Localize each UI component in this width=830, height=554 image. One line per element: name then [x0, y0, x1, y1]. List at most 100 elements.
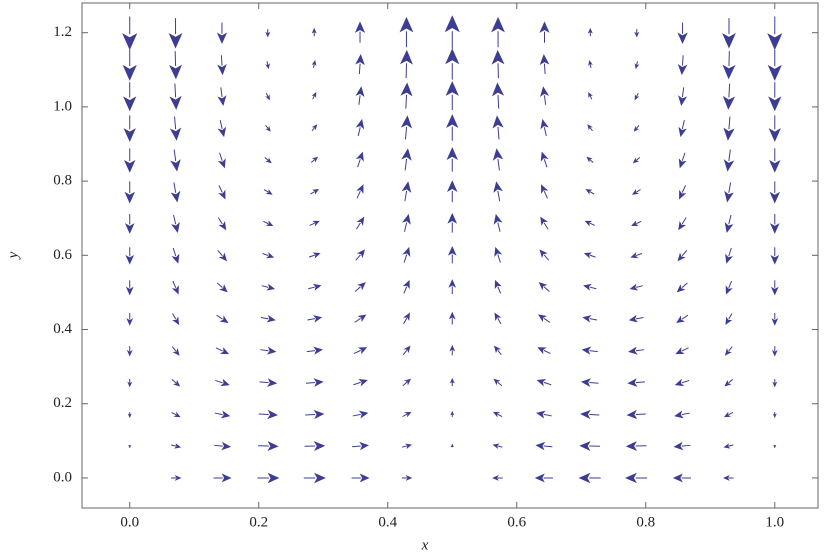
arrow	[401, 148, 412, 171]
arrow	[217, 87, 227, 106]
x-tick-label: 1.0	[765, 514, 784, 530]
arrow	[265, 124, 271, 132]
arrow	[675, 347, 689, 355]
arrow	[534, 473, 553, 483]
arrow	[724, 346, 733, 356]
arrow	[493, 213, 503, 232]
arrow	[584, 220, 596, 227]
arrow	[768, 82, 782, 112]
arrow	[445, 81, 459, 110]
arrow	[216, 314, 229, 324]
x-tick-label: 0.4	[378, 514, 397, 530]
arrow	[303, 472, 326, 484]
arrow	[170, 149, 181, 172]
arrow	[259, 378, 278, 387]
arrow	[491, 16, 505, 48]
arrow	[724, 182, 734, 203]
arrow	[355, 249, 366, 261]
arrow	[265, 92, 270, 101]
arrow	[169, 83, 182, 110]
arrow	[449, 377, 455, 387]
arrow	[628, 314, 644, 323]
arrow	[724, 379, 733, 387]
arrow	[260, 346, 277, 355]
arrow	[540, 216, 549, 230]
arrow	[723, 443, 734, 449]
arrow	[262, 252, 275, 259]
arrow	[541, 184, 549, 199]
arrow	[399, 16, 414, 48]
arrow	[446, 147, 458, 172]
arrow	[402, 246, 411, 263]
arrow	[123, 115, 136, 142]
arrow	[354, 21, 366, 43]
y-tick-label: 0.0	[53, 469, 72, 485]
arrow	[769, 148, 781, 173]
arrow	[400, 115, 413, 140]
arrow	[258, 409, 279, 420]
arrow	[400, 82, 413, 109]
arrow	[123, 82, 137, 112]
arrow	[725, 280, 733, 295]
arrow	[674, 378, 690, 387]
arrow	[588, 60, 593, 69]
arrow	[217, 217, 227, 231]
arrow	[539, 21, 550, 43]
arrow	[630, 252, 643, 259]
arrow	[444, 15, 460, 49]
arrow	[305, 378, 324, 387]
arrow	[634, 29, 640, 38]
arrow	[260, 314, 276, 323]
arrow	[625, 441, 647, 451]
arrow	[679, 185, 687, 200]
arrow	[168, 18, 183, 49]
arrow	[124, 148, 136, 173]
arrow	[676, 314, 689, 324]
arrow	[771, 346, 778, 357]
arrow	[672, 473, 691, 483]
arrow	[585, 188, 595, 195]
arrow	[402, 279, 410, 294]
arrow	[540, 118, 549, 137]
arrow	[673, 441, 691, 451]
arrow	[583, 252, 596, 259]
arrow	[493, 181, 503, 202]
arrow	[536, 410, 552, 419]
arrow	[308, 252, 321, 259]
arrow	[352, 410, 369, 419]
arrow	[581, 346, 598, 355]
arrow	[676, 282, 688, 293]
arrow	[586, 156, 594, 163]
y-tick-label: 0.6	[53, 247, 72, 263]
arrow	[215, 378, 230, 387]
arrow	[169, 51, 183, 80]
arrow	[629, 283, 643, 291]
arrow	[401, 213, 411, 232]
arrow	[633, 124, 640, 132]
arrow	[127, 379, 133, 388]
arrow	[216, 282, 228, 293]
arrow	[767, 16, 783, 51]
arrow	[447, 180, 458, 203]
arrow	[537, 347, 551, 355]
arrow	[677, 22, 688, 44]
arrow	[770, 214, 780, 234]
arrow	[770, 280, 779, 296]
arrow	[307, 315, 323, 323]
arrow	[725, 313, 733, 326]
arrow	[306, 346, 323, 355]
arrow	[678, 152, 687, 169]
arrow	[722, 51, 736, 80]
arrow	[677, 55, 688, 76]
arrow	[769, 181, 781, 204]
arrow	[217, 55, 227, 76]
arrow	[354, 282, 366, 292]
arrow	[674, 410, 690, 419]
y-tick-label: 0.4	[53, 321, 72, 337]
x-tick-label: 0.2	[249, 514, 268, 530]
arrow	[579, 441, 601, 451]
arrow	[493, 378, 503, 387]
arrow	[356, 184, 364, 199]
arrow	[122, 16, 138, 51]
y-tick-label: 0.2	[53, 395, 72, 411]
